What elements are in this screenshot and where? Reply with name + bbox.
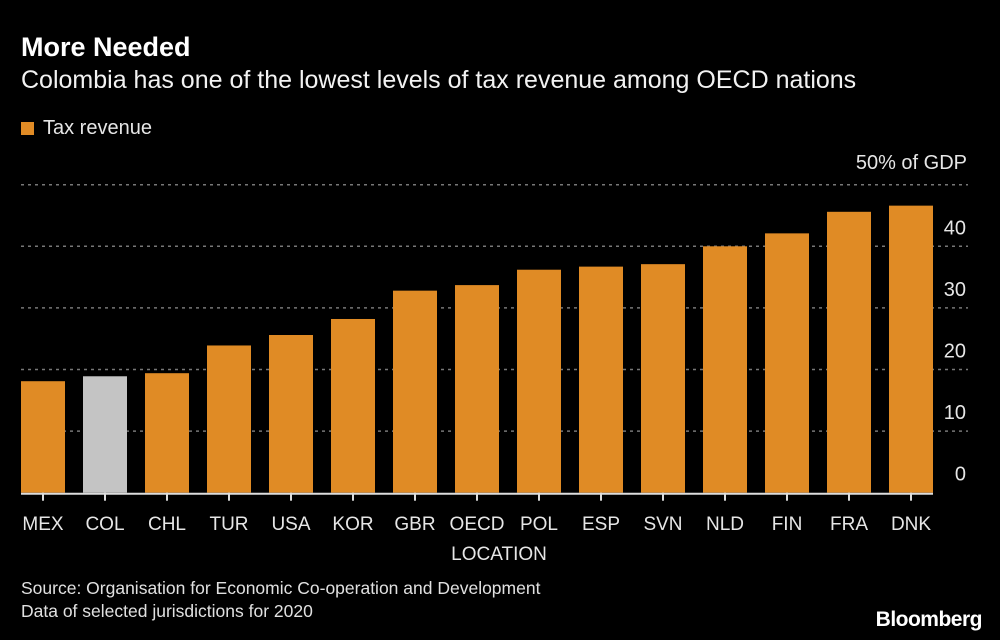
x-tick-label: DNK — [891, 514, 931, 535]
x-tick-label: SVN — [643, 514, 682, 535]
y-axis-unit-label: 50% of GDP — [855, 152, 967, 174]
source-line: Source: Organisation for Economic Co-ope… — [21, 578, 541, 598]
bar-col — [83, 376, 127, 493]
x-tick-label: MEX — [22, 514, 64, 535]
x-axis-title: LOCATION — [451, 544, 547, 565]
bloomberg-logo: Bloomberg — [875, 608, 983, 631]
bar-fra — [827, 211, 871, 493]
x-tick-label: TUR — [209, 514, 248, 535]
x-tick-label: GBR — [394, 514, 435, 535]
x-tick-label: FRA — [830, 514, 868, 535]
source-note: Source: Organisation for Economic Co-ope… — [21, 577, 540, 623]
bar-fin — [765, 233, 809, 493]
x-tick-label: USA — [271, 514, 310, 535]
bar-oecd — [455, 285, 499, 493]
bar-tur — [207, 345, 251, 493]
legend: Tax revenue — [21, 117, 152, 140]
source-line: Data of selected jurisdictions for 2020 — [21, 601, 313, 621]
y-tick-label: 20 — [944, 341, 966, 363]
x-tick-label: POL — [520, 514, 558, 535]
x-tick-label: CHL — [148, 514, 186, 535]
x-tick-label: FIN — [772, 514, 803, 535]
y-tick-label: 10 — [944, 402, 966, 424]
bar-nld — [703, 246, 747, 493]
legend-swatch — [21, 122, 34, 135]
bar-dnk — [889, 205, 933, 493]
y-tick-label: 30 — [944, 279, 966, 301]
chart-subtitle: Colombia has one of the lowest levels of… — [21, 66, 857, 94]
x-tick-label: NLD — [706, 514, 744, 535]
bar-usa — [269, 335, 313, 493]
y-tick-label: 0 — [955, 464, 966, 486]
bar-pol — [517, 269, 561, 493]
x-tick-label: ESP — [582, 514, 620, 535]
bar-gbr — [393, 290, 437, 493]
bar-kor — [331, 318, 375, 493]
chart-title: More Needed — [21, 32, 191, 62]
bar-esp — [579, 266, 623, 493]
x-tick-label: COL — [85, 514, 124, 535]
legend-label: Tax revenue — [43, 117, 152, 139]
bar-svn — [641, 264, 685, 493]
y-tick-label: 40 — [944, 217, 966, 239]
bar-mex — [21, 381, 65, 493]
x-tick-label: KOR — [332, 514, 373, 535]
x-tick-label: OECD — [450, 514, 505, 535]
bar-chl — [145, 373, 189, 493]
